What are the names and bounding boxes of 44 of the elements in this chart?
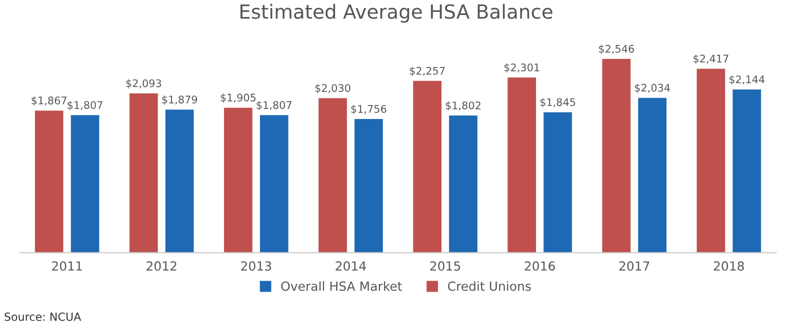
data-label: $1,845 bbox=[540, 98, 576, 108]
x-tick-label: 2014 bbox=[336, 261, 366, 271]
bar bbox=[413, 80, 442, 253]
bar bbox=[165, 110, 194, 253]
x-tick-label: 2018 bbox=[714, 261, 744, 271]
data-label: $1,867 bbox=[32, 96, 66, 106]
bar bbox=[732, 90, 762, 253]
x-tick-label: 2013 bbox=[241, 261, 272, 271]
data-label: $2,030 bbox=[315, 84, 350, 94]
legend-label: Overall HSA Market bbox=[281, 281, 402, 291]
bar bbox=[129, 93, 158, 253]
x-tick-label: 2017 bbox=[619, 261, 650, 271]
bar bbox=[70, 115, 100, 253]
source-note: Source: NCUA bbox=[4, 312, 82, 321]
x-tick-label: 2012 bbox=[146, 261, 176, 271]
legend-label: Credit Unions bbox=[448, 281, 531, 291]
data-label: $2,546 bbox=[599, 44, 634, 54]
bar bbox=[318, 98, 347, 253]
bar bbox=[602, 58, 631, 253]
data-label: $1,879 bbox=[162, 95, 198, 105]
bar bbox=[638, 98, 666, 253]
data-label: $2,034 bbox=[634, 84, 670, 94]
bar bbox=[544, 112, 572, 253]
data-label: $1,756 bbox=[351, 104, 386, 114]
bar bbox=[260, 115, 288, 253]
data-label: $1,807 bbox=[256, 100, 292, 110]
bar bbox=[449, 116, 478, 253]
chart-title: Estimated Average HSA Balance bbox=[240, 4, 552, 23]
data-label: $1,802 bbox=[446, 101, 480, 111]
bar bbox=[508, 78, 536, 253]
bar bbox=[34, 110, 64, 253]
data-label: $2,093 bbox=[126, 79, 162, 89]
data-label: $1,905 bbox=[220, 93, 256, 103]
x-tick-label: 2015 bbox=[430, 261, 460, 271]
data-label: $2,417 bbox=[694, 54, 728, 64]
data-label: $2,144 bbox=[729, 75, 764, 85]
data-label: $2,301 bbox=[504, 63, 540, 73]
bar bbox=[696, 68, 726, 253]
data-label: $1,807 bbox=[68, 100, 102, 110]
x-tick-label: 2011 bbox=[52, 261, 82, 271]
data-label: $2,257 bbox=[410, 66, 445, 76]
bar bbox=[354, 119, 383, 253]
x-tick-label: 2016 bbox=[524, 261, 555, 271]
bar bbox=[224, 108, 252, 253]
